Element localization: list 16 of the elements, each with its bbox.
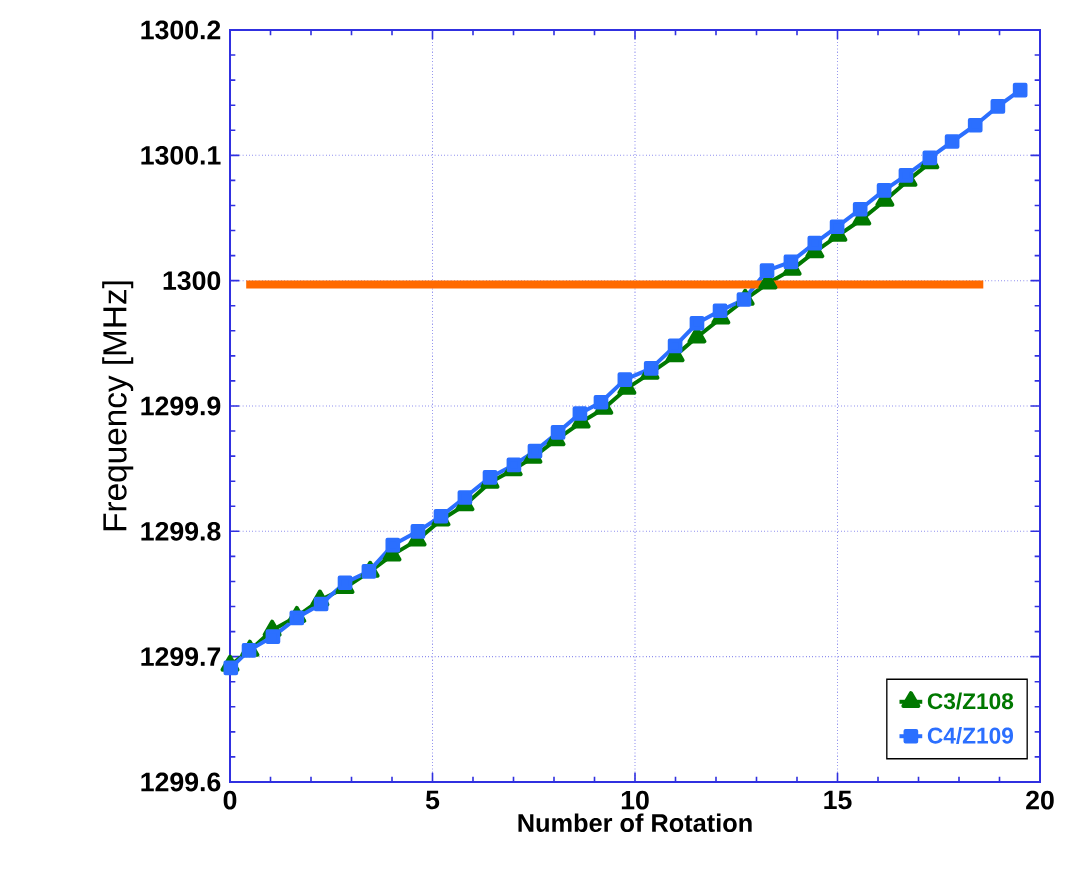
legend-label: C3/Z108 — [927, 692, 1014, 710]
x-tick-label: 0 — [223, 790, 237, 810]
y-tick-label: 1300.1 — [141, 145, 221, 165]
x-tick-label: 15 — [824, 790, 852, 810]
x-tick-label: 5 — [425, 790, 440, 810]
legend-label: C4/Z109 — [927, 727, 1014, 744]
x-axis-title: Number of Rotation — [518, 813, 752, 832]
y-tick-label: 1300 — [163, 271, 221, 291]
y-tick-label: 1300.2 — [141, 20, 221, 40]
x-tick-label: 10 — [621, 790, 649, 810]
x-tick-label: 20 — [1026, 790, 1054, 810]
y-tick-label: 1299.8 — [141, 521, 221, 541]
y-tick-label: 1299.6 — [141, 772, 221, 792]
y-tick-label: 1299.9 — [141, 396, 221, 416]
y-axis-title: Frequency [MHz] — [102, 281, 134, 531]
y-tick-label: 1299.7 — [141, 647, 221, 667]
